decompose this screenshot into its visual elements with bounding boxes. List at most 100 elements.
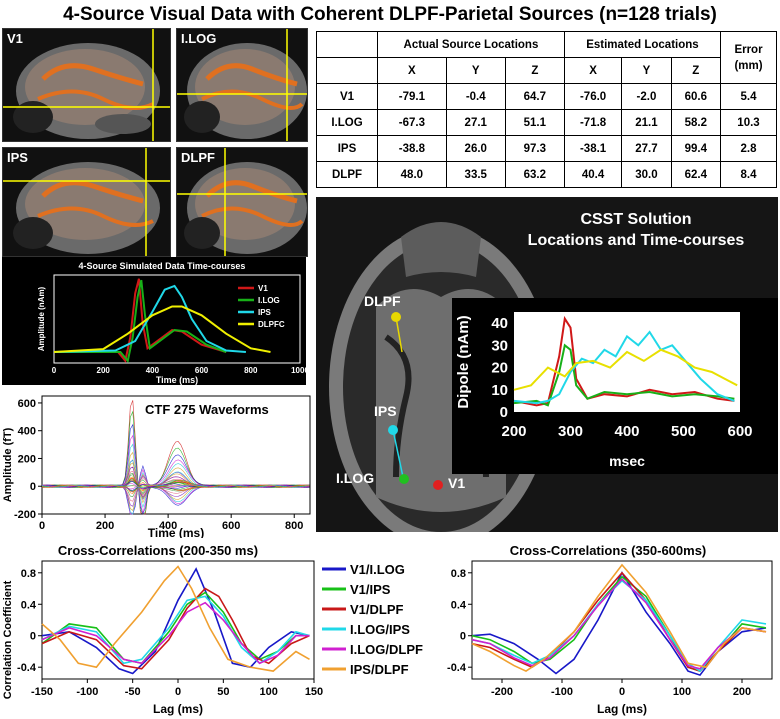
mri-panel-dlpf: DLPF — [176, 147, 308, 257]
y-tick-label: 10 — [491, 382, 508, 399]
v1-source-dot — [433, 480, 443, 490]
x-tick-label: 600 — [222, 520, 240, 532]
simulated-timecourses-chart: 4-Source Simulated Data Time-courses 0 200… — [2, 257, 306, 385]
y-tick-label: 30 — [491, 337, 508, 354]
cross-correlation-late-chart: Cross-Correlations (350-600ms) -200 -100 0 1… — [447, 543, 773, 716]
legend-label: I.LOG/DLPF — [350, 642, 423, 657]
label-v1: V1 — [448, 475, 466, 491]
dlpf-source-dot — [391, 312, 401, 322]
csst-title-line1: CSST Solution — [580, 211, 692, 228]
series-line — [513, 348, 738, 391]
x-tick-label: 500 — [671, 423, 696, 440]
mri-panel-ilog: I.LOG — [176, 28, 308, 142]
y-tick-label: 200 — [18, 453, 36, 465]
x-tick-label: -100 — [76, 686, 98, 698]
legend-label: V1/IPS — [350, 582, 391, 597]
table-error-label: Error — [734, 43, 763, 56]
x-tick-label: 0 — [619, 686, 625, 698]
table-cell: 58.2 — [670, 109, 722, 136]
y-tick-label: 0 — [30, 631, 36, 643]
csst-title: CSST Solution Locations and Time-courses — [496, 209, 776, 251]
table-cell: 33.5 — [445, 161, 506, 188]
y-axis-label: Amplitude (fT) — [2, 427, 14, 502]
y-axis-label: Correlation Coefficient — [2, 580, 14, 699]
mri-panel-ips: IPS — [2, 147, 171, 257]
table-cell: 63.2 — [504, 161, 565, 188]
table-row: I.LOG -67.3 27.1 51.1 -71.8 21.1 58.2 10… — [316, 109, 777, 136]
table-row-label: V1 — [316, 83, 378, 110]
dipole-timecourses-chart: 200 300 400 500 600 0 10 20 30 40 msec Dipole (nAm) — [452, 298, 778, 474]
y-tick-label: 600 — [18, 398, 36, 410]
table-col-header: Z — [670, 57, 722, 84]
table-error-cell: 2.8 — [720, 135, 777, 162]
x-axis-label: Time (ms) — [148, 526, 204, 538]
table-row-label: IPS — [316, 135, 378, 162]
series-line — [41, 601, 310, 665]
series-line — [513, 343, 735, 407]
table-error-unit: (mm) — [734, 59, 763, 72]
table-cell: -38.8 — [377, 135, 447, 162]
chart-title: Cross-Correlations (200-350 ms) — [58, 543, 258, 558]
y-tick-label: -200 — [14, 509, 36, 521]
table-cell: 21.1 — [621, 109, 672, 136]
x-tick-label: 600 — [727, 423, 752, 440]
x-tick-label: 400 — [159, 520, 177, 532]
table-cell: 99.4 — [670, 135, 722, 162]
table-row: IPS -38.8 26.0 97.3 -38.1 27.7 99.4 2.8 — [316, 135, 777, 162]
table-cell: 62.4 — [670, 161, 722, 188]
x-tick-label: -200 — [491, 686, 513, 698]
x-tick-label: 0 — [39, 520, 45, 532]
csst-title-line2: Locations and Time-courses — [527, 232, 745, 249]
table-group-header: Estimated Locations — [563, 31, 722, 58]
table-col-header: X — [563, 57, 623, 84]
y-tick-label: 0.8 — [451, 568, 466, 580]
x-tick-label: -100 — [551, 686, 573, 698]
x-tick-label: 600 — [195, 366, 209, 375]
legend-label: IPS/DLPF — [350, 662, 409, 677]
series-line — [53, 284, 246, 353]
mri-label: V1 — [7, 31, 23, 46]
page-title: 4-Source Visual Data with Coherent DLPF-… — [63, 4, 717, 25]
table-corner-cell — [316, 31, 378, 58]
table-cell: 26.0 — [445, 135, 506, 162]
legend-label: IPS — [258, 308, 272, 317]
x-tick-label: 400 — [146, 366, 160, 375]
table-cell: -71.8 — [563, 109, 623, 136]
legend-label: I.LOG/IPS — [350, 622, 410, 637]
table-cell: -38.1 — [563, 135, 623, 162]
x-tick-label: 200 — [97, 366, 111, 375]
table-row: V1 -79.1 -0.4 64.7 -76.0 -2.0 60.6 5.4 — [316, 83, 777, 110]
waveform-trace — [41, 484, 310, 488]
mri-label: DLPF — [181, 150, 215, 165]
table-cell: 27.1 — [445, 109, 506, 136]
mri-slice-icon — [3, 148, 170, 256]
y-tick-label: 0.4 — [21, 599, 37, 611]
x-tick-label: -50 — [125, 686, 141, 698]
mri-slice-icon — [3, 29, 170, 141]
y-tick-label: 0 — [460, 631, 466, 643]
plot-area — [41, 560, 315, 680]
table-cell: 27.7 — [621, 135, 672, 162]
label-ips: IPS — [374, 403, 397, 419]
table-cell: 40.4 — [563, 161, 623, 188]
table-error-cell: 10.3 — [720, 109, 777, 136]
table-cell: -0.4 — [445, 83, 506, 110]
table-row-label: DLPF — [316, 161, 378, 188]
x-axis-label: Lag (ms) — [153, 702, 203, 716]
legend-label: DLPFC — [258, 320, 285, 329]
legend-label: V1 — [258, 284, 268, 293]
table-corner-cell — [316, 57, 378, 84]
y-tick-label: -0.4 — [17, 662, 37, 674]
y-tick-label: 400 — [18, 426, 36, 438]
x-tick-label: 400 — [614, 423, 639, 440]
plot-area — [41, 395, 311, 515]
table-group-header: Actual Source Locations — [377, 31, 565, 58]
series-line — [41, 565, 310, 672]
table-col-header: Y — [621, 57, 672, 84]
y-tick-label: 0 — [30, 481, 36, 493]
table-col-header: Z — [504, 57, 565, 84]
y-tick-label: 40 — [491, 315, 508, 332]
chart-title: CTF 275 Waveforms — [145, 402, 269, 417]
table-cell: 97.3 — [504, 135, 565, 162]
